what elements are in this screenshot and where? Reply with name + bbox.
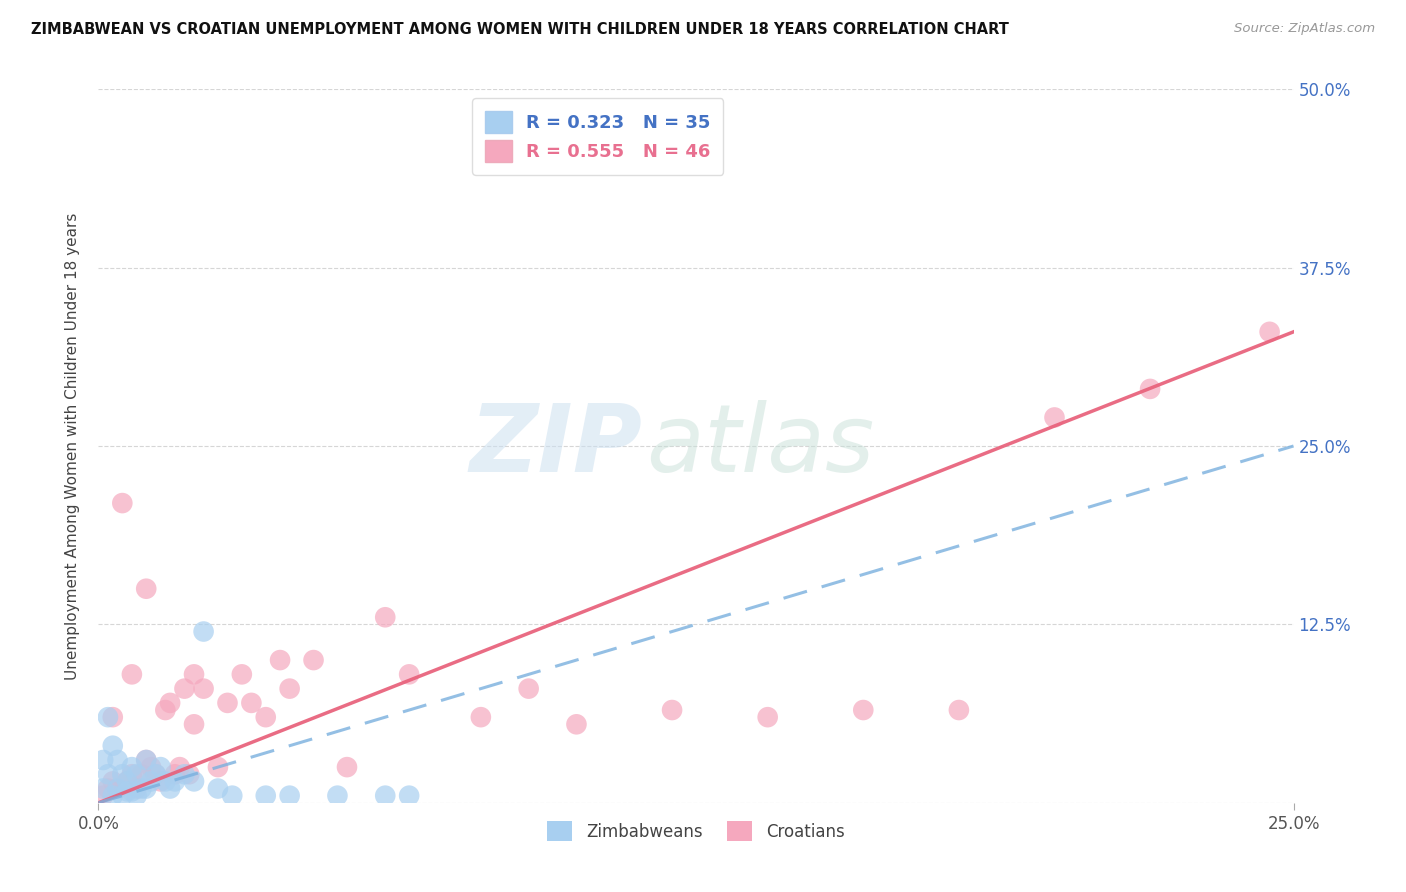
- Point: [91, 781, 114, 796]
- Point: [278, 789, 301, 803]
- Point: [91, 789, 114, 803]
- Point: [121, 760, 143, 774]
- Text: ZIP: ZIP: [470, 400, 643, 492]
- Text: Source: ZipAtlas.com: Source: ZipAtlas.com: [1234, 22, 1375, 36]
- Text: ZIMBABWEAN VS CROATIAN UNEMPLOYMENT AMONG WOMEN WITH CHILDREN UNDER 18 YEARS COR: ZIMBABWEAN VS CROATIAN UNEMPLOYMENT AMON…: [31, 22, 1010, 37]
- Point: [135, 753, 157, 767]
- Point: [97, 781, 120, 796]
- Point: [254, 789, 277, 803]
- Point: [97, 767, 120, 781]
- Point: [517, 681, 540, 696]
- Point: [183, 774, 205, 789]
- Point: [948, 703, 970, 717]
- Point: [125, 767, 148, 781]
- Point: [107, 781, 129, 796]
- Point: [131, 781, 153, 796]
- Point: [231, 667, 253, 681]
- Point: [207, 760, 229, 774]
- Point: [121, 667, 143, 681]
- Point: [193, 681, 215, 696]
- Point: [565, 717, 588, 731]
- Point: [101, 739, 124, 753]
- Point: [101, 774, 124, 789]
- Point: [125, 789, 148, 803]
- Point: [111, 789, 134, 803]
- Point: [1139, 382, 1161, 396]
- Point: [145, 767, 167, 781]
- Point: [240, 696, 263, 710]
- Point: [107, 753, 129, 767]
- Text: atlas: atlas: [645, 401, 875, 491]
- Point: [111, 767, 134, 781]
- Point: [269, 653, 291, 667]
- Y-axis label: Unemployment Among Women with Children Under 18 years: Unemployment Among Women with Children U…: [65, 212, 80, 680]
- Point: [115, 774, 138, 789]
- Point: [149, 760, 172, 774]
- Point: [217, 696, 239, 710]
- Point: [131, 767, 153, 781]
- Point: [852, 703, 875, 717]
- Point: [173, 767, 195, 781]
- Point: [207, 781, 229, 796]
- Point: [374, 610, 396, 624]
- Point: [398, 789, 420, 803]
- Point: [254, 710, 277, 724]
- Point: [135, 781, 157, 796]
- Point: [163, 774, 186, 789]
- Point: [756, 710, 779, 724]
- Point: [135, 582, 157, 596]
- Point: [302, 653, 325, 667]
- Point: [149, 774, 172, 789]
- Point: [91, 753, 114, 767]
- Point: [135, 753, 157, 767]
- Point: [336, 760, 359, 774]
- Point: [278, 681, 301, 696]
- Point: [183, 667, 205, 681]
- Point: [1258, 325, 1281, 339]
- Point: [159, 696, 181, 710]
- Point: [159, 781, 181, 796]
- Point: [139, 774, 162, 789]
- Point: [115, 774, 138, 789]
- Point: [121, 784, 143, 798]
- Point: [470, 710, 492, 724]
- Point: [155, 703, 177, 717]
- Point: [139, 760, 162, 774]
- Point: [169, 760, 191, 774]
- Point: [1043, 410, 1066, 425]
- Point: [121, 767, 143, 781]
- Point: [101, 789, 124, 803]
- Point: [179, 767, 201, 781]
- Point: [155, 774, 177, 789]
- Point: [661, 703, 683, 717]
- Point: [97, 710, 120, 724]
- Point: [183, 717, 205, 731]
- Point: [125, 781, 148, 796]
- Legend: Zimbabweans, Croatians: Zimbabweans, Croatians: [541, 814, 851, 848]
- Point: [193, 624, 215, 639]
- Point: [111, 496, 134, 510]
- Point: [173, 681, 195, 696]
- Point: [163, 767, 186, 781]
- Point: [101, 710, 124, 724]
- Point: [145, 767, 167, 781]
- Point: [398, 667, 420, 681]
- Point: [326, 789, 349, 803]
- Point: [374, 789, 396, 803]
- Point: [107, 781, 129, 796]
- Point: [221, 789, 243, 803]
- Point: [115, 784, 138, 798]
